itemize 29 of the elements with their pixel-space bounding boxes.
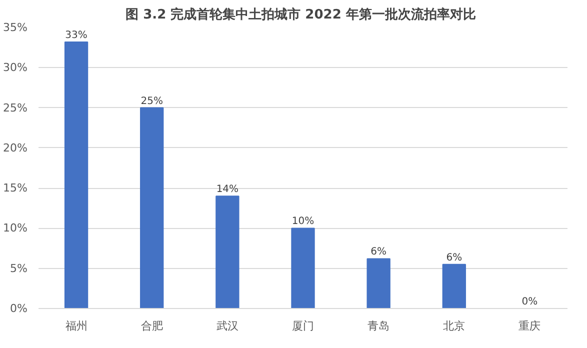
data-label: 25% bbox=[140, 96, 163, 107]
y-tick-label: 10% bbox=[3, 222, 28, 235]
x-tick-label: 福州 bbox=[65, 320, 88, 332]
data-label: 33% bbox=[65, 30, 88, 41]
data-label: 10% bbox=[292, 216, 314, 228]
x-tick-label: 青岛 bbox=[368, 320, 390, 332]
y-tick-label: 20% bbox=[3, 141, 28, 154]
bar bbox=[64, 41, 88, 308]
bar bbox=[140, 107, 164, 308]
data-label: 14% bbox=[216, 184, 239, 196]
x-tick-label: 合肥 bbox=[140, 320, 163, 332]
bar bbox=[442, 264, 466, 308]
bar bbox=[366, 258, 390, 308]
x-tick-label: 重庆 bbox=[518, 320, 541, 332]
x-tick-label: 武汉 bbox=[216, 320, 238, 332]
bar bbox=[216, 196, 240, 308]
y-tick-label: 0% bbox=[10, 302, 28, 315]
data-label: 6% bbox=[370, 246, 387, 258]
data-label: 6% bbox=[446, 252, 462, 264]
chart-title: 图 3.2 完成首轮集中土拍城市 2022 年第一批次流拍率对比 bbox=[126, 6, 476, 22]
y-tick-label: 15% bbox=[3, 182, 28, 195]
y-tick-label: 35% bbox=[3, 21, 28, 34]
y-tick-label: 5% bbox=[10, 262, 28, 275]
x-tick-label: 北京 bbox=[443, 320, 466, 332]
x-tick-label: 厦门 bbox=[292, 320, 314, 332]
y-tick-label: 30% bbox=[3, 61, 28, 74]
data-label: 0% bbox=[522, 296, 538, 308]
bar bbox=[291, 228, 315, 308]
y-tick-label: 25% bbox=[3, 101, 28, 114]
